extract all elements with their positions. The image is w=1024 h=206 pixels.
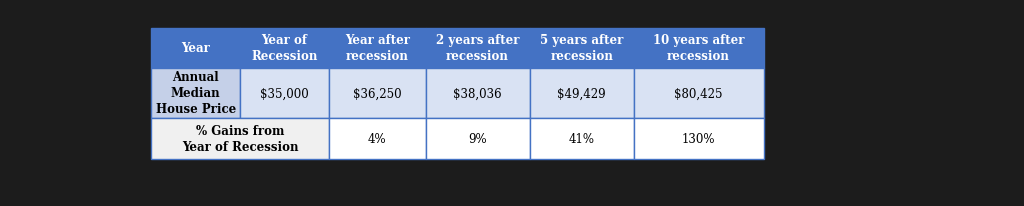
Text: 130%: 130% xyxy=(682,132,716,145)
Bar xyxy=(529,118,634,159)
Text: Year: Year xyxy=(181,42,210,55)
Bar xyxy=(240,68,329,118)
Text: 41%: 41% xyxy=(568,132,595,145)
Text: $80,425: $80,425 xyxy=(675,87,723,100)
Text: 4%: 4% xyxy=(368,132,386,145)
Text: $38,036: $38,036 xyxy=(454,87,502,100)
Text: 2 years after
recession: 2 years after recession xyxy=(436,34,519,63)
Bar xyxy=(634,118,764,159)
Bar xyxy=(426,29,529,68)
Bar xyxy=(634,29,764,68)
Text: 5 years after
recession: 5 years after recession xyxy=(540,34,624,63)
Bar xyxy=(329,29,426,68)
Bar xyxy=(426,118,529,159)
Bar xyxy=(152,29,240,68)
Text: Year after
recession: Year after recession xyxy=(345,34,410,63)
Bar xyxy=(240,29,329,68)
Bar xyxy=(529,68,634,118)
Text: Annual
Median
House Price: Annual Median House Price xyxy=(156,71,236,116)
Text: $35,000: $35,000 xyxy=(260,87,309,100)
Bar xyxy=(634,68,764,118)
Bar xyxy=(329,118,426,159)
Text: % Gains from
Year of Recession: % Gains from Year of Recession xyxy=(182,124,298,153)
Bar xyxy=(426,68,529,118)
Text: Year of
Recession: Year of Recession xyxy=(251,34,317,63)
Bar xyxy=(152,118,329,159)
Bar xyxy=(329,68,426,118)
Bar xyxy=(152,68,240,118)
Text: $36,250: $36,250 xyxy=(353,87,401,100)
Text: $49,429: $49,429 xyxy=(557,87,606,100)
Text: 10 years after
recession: 10 years after recession xyxy=(653,34,744,63)
Text: 9%: 9% xyxy=(468,132,486,145)
Bar xyxy=(529,29,634,68)
